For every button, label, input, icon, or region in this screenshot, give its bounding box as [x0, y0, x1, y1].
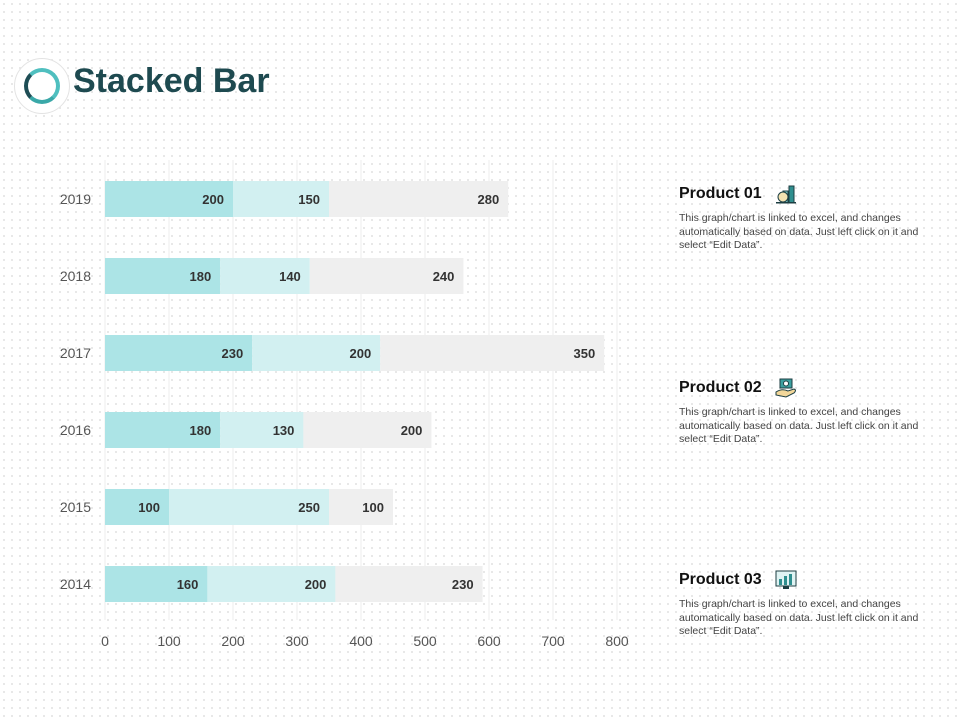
data-label: 200	[305, 577, 327, 592]
bar-segment	[309, 258, 464, 294]
bar-segment	[329, 489, 393, 525]
data-label: 150	[298, 192, 320, 207]
hand-money-icon	[775, 378, 796, 398]
y-tick-label: 2016	[60, 422, 91, 438]
data-label: 250	[298, 500, 320, 515]
data-label: 180	[189, 423, 211, 438]
data-label: 180	[189, 269, 211, 284]
bar-segment	[105, 335, 253, 371]
data-label: 130	[273, 423, 295, 438]
bar-segment	[220, 412, 304, 448]
data-label: 200	[202, 192, 224, 207]
circle-logo-icon	[14, 58, 70, 114]
x-tick-label: 300	[285, 633, 309, 649]
x-tick-label: 700	[541, 633, 565, 649]
bar-segment	[329, 181, 509, 217]
product-description: This graph/chart is linked to excel, and…	[679, 598, 919, 637]
bar-segment	[105, 181, 233, 217]
data-label: 240	[433, 269, 455, 284]
data-label: 230	[452, 577, 474, 592]
bar-segment	[169, 489, 329, 525]
y-tick-label: 2015	[60, 499, 91, 515]
x-tick-label: 0	[101, 633, 109, 649]
y-tick-label: 2017	[60, 345, 91, 361]
product-description: This graph/chart is linked to excel, and…	[679, 212, 919, 251]
product-03: Product 03 This graph/chart is linked to…	[679, 568, 919, 639]
product-name: Product 01	[679, 185, 762, 202]
bar-segment	[105, 489, 169, 525]
bar-segment	[233, 181, 329, 217]
money-bag-chart-icon	[775, 185, 796, 204]
y-tick-label: 2014	[60, 576, 91, 592]
data-label: 100	[138, 500, 160, 515]
bar-segment	[105, 258, 221, 294]
stacked-bar-chart: 0 100 200 300 400 500 600 700 800 2014 160 200 230 20…	[60, 160, 629, 649]
y-tick-label: 2018	[60, 268, 91, 284]
bar-segment	[207, 566, 336, 602]
x-tick-label: 100	[157, 633, 181, 649]
bar-segment	[220, 258, 310, 294]
data-label: 200	[349, 346, 371, 361]
data-label: 100	[362, 500, 384, 515]
bar-segment	[105, 566, 208, 602]
monitor-chart-icon	[775, 570, 797, 589]
product-01: Product 01 This graph/chart is linked to…	[679, 182, 919, 253]
data-label: 350	[573, 346, 595, 361]
bar-segment	[303, 412, 432, 448]
data-label: 280	[477, 192, 499, 207]
product-description: This graph/chart is linked to excel, and…	[679, 406, 919, 445]
data-label: 140	[279, 269, 301, 284]
data-label: 230	[221, 346, 243, 361]
bar-segment	[252, 335, 381, 371]
x-tick-label: 400	[349, 633, 373, 649]
x-tick-label: 500	[413, 633, 437, 649]
x-tick-label: 600	[477, 633, 501, 649]
product-name: Product 02	[679, 379, 762, 396]
bar-segment	[105, 412, 221, 448]
x-tick-label: 200	[221, 633, 245, 649]
bar-segment	[335, 566, 483, 602]
y-tick-label: 2019	[60, 191, 91, 207]
page-title: Stacked Bar	[73, 62, 270, 100]
product-02: Product 02 This graph/chart is linked to…	[679, 376, 919, 447]
x-tick-label: 800	[605, 633, 629, 649]
bar-segment	[380, 335, 605, 371]
product-name: Product 03	[679, 571, 762, 588]
data-label: 200	[401, 423, 423, 438]
data-label: 160	[177, 577, 199, 592]
